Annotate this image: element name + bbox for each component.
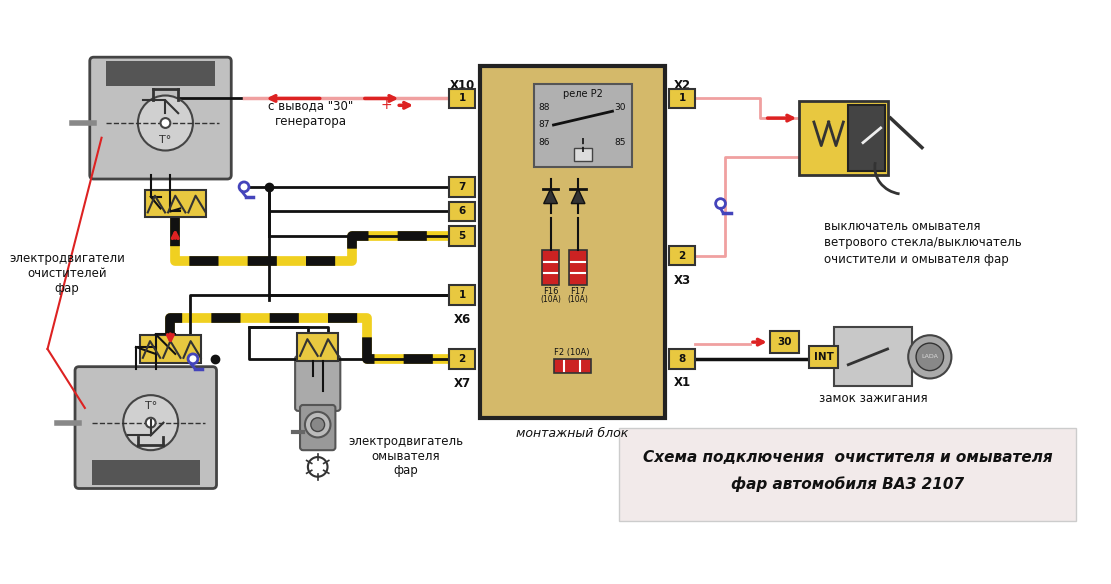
Text: выключатель омывателя: выключатель омывателя [823,220,980,232]
Text: 1: 1 [679,93,685,103]
Text: 6: 6 [459,206,466,217]
Bar [449,226,474,246]
Text: омывателя: омывателя [372,450,440,463]
Text: 85: 85 [614,138,627,147]
Bar [670,246,695,266]
Text: реле Р2: реле Р2 [563,89,603,99]
Bar [449,285,474,305]
Text: 7: 7 [459,182,466,192]
Circle shape [311,418,324,432]
Text: 5: 5 [459,231,466,241]
Bar [140,335,201,363]
Text: X10: X10 [450,79,474,92]
Circle shape [917,343,943,371]
Text: генератора: генератора [274,114,347,127]
Text: электродвигатель: электродвигатель [349,435,463,448]
Bar [849,105,884,171]
Text: X7: X7 [453,377,471,390]
Text: фар: фар [393,464,419,477]
Bar [799,101,888,175]
Text: Схема подключения  очистителя и омывателя: Схема подключения очистителя и омывателя [643,450,1052,464]
Text: X3: X3 [673,274,691,287]
Text: (10А): (10А) [540,296,561,304]
Text: электродвигатели: электродвигатели [9,252,126,265]
Text: LADA: LADA [921,354,939,359]
Bar [809,346,839,368]
Bar [542,250,560,285]
Circle shape [188,354,198,364]
Circle shape [146,418,156,427]
FancyBboxPatch shape [90,57,231,179]
Circle shape [123,395,178,450]
Text: X6: X6 [453,313,471,326]
FancyBboxPatch shape [296,356,340,411]
Text: F17: F17 [570,287,585,297]
Circle shape [304,412,330,437]
Text: 2: 2 [679,251,685,260]
Text: X2: X2 [673,79,691,92]
Text: 88: 88 [538,103,550,112]
Bar [569,250,587,285]
Bar [770,331,799,353]
Circle shape [138,96,193,151]
Bar [449,349,474,369]
Text: 30: 30 [778,337,792,347]
Text: фар автомобиля ВАЗ 2107: фар автомобиля ВАЗ 2107 [731,477,964,492]
Text: 1: 1 [459,93,466,103]
Bar [449,89,474,108]
Text: с вывода "30": с вывода "30" [268,99,353,112]
Text: ветрового стекла/выключатель: ветрового стекла/выключатель [823,237,1021,249]
Text: X1: X1 [673,376,691,389]
Bar [670,89,695,108]
Bar [297,333,339,361]
FancyBboxPatch shape [76,367,217,488]
Text: фар: фар [54,281,80,294]
Bar [619,427,1077,521]
Text: 1: 1 [459,290,466,300]
Bar [107,61,214,86]
Text: F2 (10А): F2 (10А) [554,349,590,357]
Text: X9: X9 [453,205,471,218]
Text: 87: 87 [538,120,550,130]
Text: 30: 30 [614,103,627,112]
Text: F16: F16 [543,287,559,297]
Text: INT: INT [813,352,833,362]
Text: очистителей: очистителей [28,267,107,280]
Bar [449,201,474,221]
Circle shape [239,182,249,192]
Text: (10А): (10А) [568,296,589,304]
Bar [574,148,592,161]
Text: T°: T° [159,135,171,145]
Bar [144,190,206,217]
FancyBboxPatch shape [300,405,336,450]
Bar [670,349,695,369]
Text: 86: 86 [538,138,550,147]
Circle shape [908,335,951,378]
Text: 8: 8 [679,354,685,364]
Bar [92,460,200,485]
Polygon shape [543,189,558,204]
Text: монтажный блок: монтажный блок [516,427,629,440]
Text: +: + [381,98,392,112]
Circle shape [715,199,725,208]
Circle shape [160,118,170,128]
Polygon shape [571,189,585,204]
Text: 2: 2 [459,354,466,364]
Text: очистители и омывателя фар: очистители и омывателя фар [823,253,1009,266]
Bar [833,328,912,387]
Bar [480,66,664,418]
Bar [449,177,474,197]
Text: замок зажигания: замок зажигания [819,392,928,405]
Bar [534,84,632,167]
Text: T°: T° [144,401,157,411]
Bar [553,359,591,373]
